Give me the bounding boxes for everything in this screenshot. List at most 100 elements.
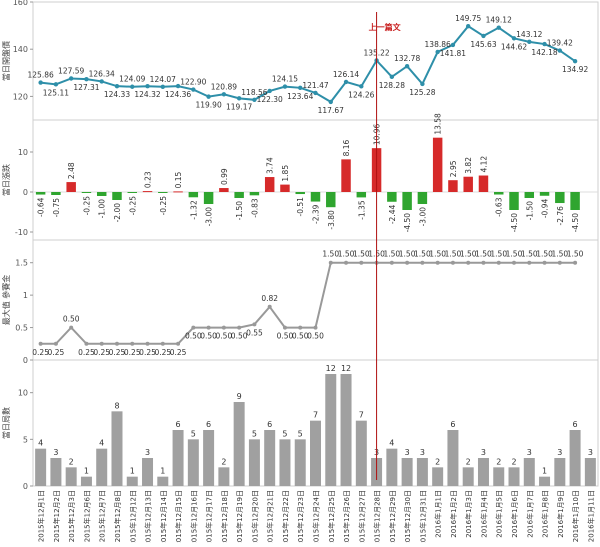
change-label: 4.12 xyxy=(479,156,488,173)
change-label: 2.95 xyxy=(449,160,458,177)
price-point xyxy=(145,84,150,89)
count-bar xyxy=(294,439,306,486)
price-label: 118.56 xyxy=(241,88,267,97)
x-tick-label: 2015年12月14日 xyxy=(159,490,168,543)
count-bar xyxy=(432,467,444,486)
price-label: 124.33 xyxy=(104,90,130,99)
fee-label: 0.25 xyxy=(124,348,141,357)
change-bar xyxy=(478,175,489,192)
fee-point xyxy=(573,260,578,265)
x-tick-label: 2015年12月22日 xyxy=(281,490,290,543)
price-label: 122.30 xyxy=(257,95,283,104)
y-tick-label: 140 xyxy=(13,45,28,54)
y-tick-label: 0 xyxy=(23,356,28,365)
fee-label: 0.25 xyxy=(109,348,126,357)
fee-label: 1.50 xyxy=(383,250,400,259)
x-tick-label: 2015年12月1日 xyxy=(37,490,46,542)
y-tick-label: 5 xyxy=(23,435,28,444)
fee-point xyxy=(145,341,150,346)
count-label: 2 xyxy=(435,457,440,466)
count-bar xyxy=(462,467,474,486)
count-bar xyxy=(35,448,47,486)
change-bar xyxy=(203,192,214,204)
x-tick-label: 2015年12月25日 xyxy=(327,490,336,543)
x-tick-label: 2015年12月7日 xyxy=(98,490,107,542)
price-point xyxy=(359,84,364,89)
count-bar xyxy=(493,467,505,486)
change-label: -4.50 xyxy=(571,213,580,233)
price-point xyxy=(130,84,135,89)
fee-point xyxy=(84,341,89,346)
change-label: -2.00 xyxy=(113,203,122,223)
y-tick-label: 10 xyxy=(18,148,28,157)
count-label: 2 xyxy=(511,457,516,466)
x-tick-label: 2015年12月3日 xyxy=(67,490,76,542)
change-label: 2.48 xyxy=(67,162,76,179)
y-axis-label: 當日漲跌 xyxy=(1,164,11,196)
change-label: 8.16 xyxy=(342,139,351,156)
fee-point xyxy=(252,322,257,327)
count-label: 3 xyxy=(527,448,532,457)
price-point xyxy=(298,85,303,91)
count-bar xyxy=(157,476,169,486)
x-tick-label: 2015年12月30日 xyxy=(403,490,412,543)
fee-label: 1.50 xyxy=(460,250,477,259)
x-tick-label: 2016年1月6日 xyxy=(510,490,519,538)
fee-label: 0.25 xyxy=(93,348,110,357)
price-label: 124.07 xyxy=(150,75,176,84)
fee-label: 1.50 xyxy=(353,250,370,259)
fee-label: 0.50 xyxy=(292,332,309,341)
count-bar xyxy=(279,439,291,486)
fee-label: 1.50 xyxy=(322,250,339,259)
price-label: 143.12 xyxy=(516,30,542,39)
fee-label: 1.50 xyxy=(414,250,431,259)
fee-point xyxy=(389,260,394,265)
fee-label: 0.50 xyxy=(200,332,217,341)
price-point xyxy=(99,79,104,84)
change-label: -0.64 xyxy=(37,197,46,217)
price-point xyxy=(252,97,257,102)
count-bar xyxy=(523,458,535,486)
fee-label: 0.50 xyxy=(216,332,233,341)
price-label: 126.14 xyxy=(333,70,359,79)
price-point xyxy=(404,64,410,69)
count-label: 1 xyxy=(84,467,89,476)
price-label: 128.28 xyxy=(379,81,405,90)
x-tick-label: 2015年12月18日 xyxy=(220,490,229,543)
fee-label: 1.50 xyxy=(445,250,462,259)
fee-label: 0.25 xyxy=(170,348,187,357)
fee-point xyxy=(557,260,562,265)
change-label: -1.35 xyxy=(357,200,366,220)
price-label: 127.59 xyxy=(58,66,84,75)
price-label: 124.36 xyxy=(165,90,191,99)
price-label: 149.12 xyxy=(486,16,512,25)
count-bar xyxy=(187,439,199,486)
fee-point xyxy=(176,341,181,346)
fee-point xyxy=(359,260,364,265)
x-tick-label: 2015年12月12日 xyxy=(128,490,137,543)
count-bar xyxy=(142,458,154,486)
fee-point xyxy=(298,325,303,330)
price-point xyxy=(466,23,471,29)
price-label: 145.63 xyxy=(470,40,496,49)
change-label: -4.50 xyxy=(403,213,412,233)
price-point xyxy=(481,33,486,39)
change-bar xyxy=(524,192,535,198)
count-bar xyxy=(50,458,62,486)
count-label: 12 xyxy=(326,364,336,373)
price-point xyxy=(420,81,425,87)
fee-point xyxy=(481,260,486,265)
price-point xyxy=(68,76,74,81)
count-bar xyxy=(111,411,123,486)
x-tick-label: 2015年12月8日 xyxy=(113,490,122,542)
fee-label: 1.50 xyxy=(521,250,538,259)
fee-line xyxy=(40,261,576,345)
price-point xyxy=(389,74,395,80)
price-label: 149.75 xyxy=(455,14,481,23)
change-bar xyxy=(66,182,76,192)
fee-point xyxy=(38,341,43,346)
count-bar xyxy=(508,467,520,486)
count-label: 8 xyxy=(114,401,119,410)
price-point xyxy=(38,80,43,85)
change-label: 1.85 xyxy=(281,165,290,182)
